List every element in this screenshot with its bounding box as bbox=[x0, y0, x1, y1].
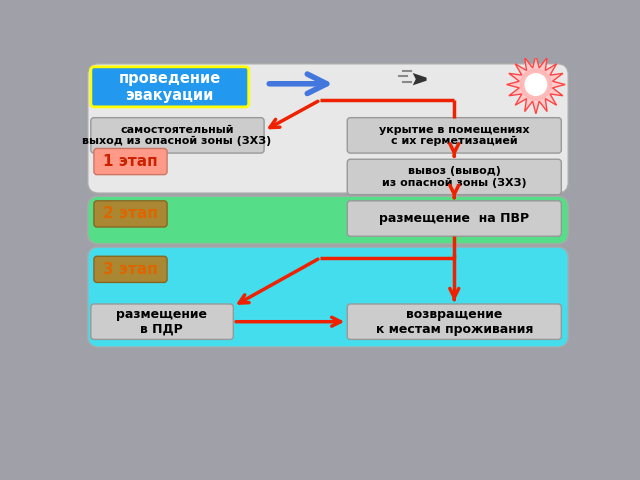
Circle shape bbox=[525, 74, 547, 96]
Text: самостоятельный
выход из опасной зоны (ЗХЗ): самостоятельный выход из опасной зоны (З… bbox=[83, 124, 272, 146]
Circle shape bbox=[520, 69, 551, 100]
FancyBboxPatch shape bbox=[91, 118, 264, 153]
FancyBboxPatch shape bbox=[88, 64, 568, 193]
Text: размещение  на ПВР: размещение на ПВР bbox=[380, 212, 529, 225]
Text: 3 этап: 3 этап bbox=[103, 262, 157, 277]
FancyBboxPatch shape bbox=[348, 201, 561, 236]
FancyBboxPatch shape bbox=[91, 304, 234, 339]
FancyBboxPatch shape bbox=[88, 196, 568, 244]
FancyBboxPatch shape bbox=[94, 148, 167, 175]
Polygon shape bbox=[413, 73, 427, 85]
Text: размещение
в ПДР: размещение в ПДР bbox=[116, 308, 207, 336]
Text: 2 этап: 2 этап bbox=[102, 206, 157, 221]
FancyBboxPatch shape bbox=[94, 256, 167, 282]
Polygon shape bbox=[507, 55, 565, 114]
FancyBboxPatch shape bbox=[348, 118, 561, 153]
FancyBboxPatch shape bbox=[348, 304, 561, 339]
FancyBboxPatch shape bbox=[91, 67, 249, 107]
Text: вывоз (вывод)
из опасной зоны (ЗХЗ): вывоз (вывод) из опасной зоны (ЗХЗ) bbox=[382, 166, 527, 188]
FancyBboxPatch shape bbox=[94, 201, 167, 227]
Text: проведение
эвакуации: проведение эвакуации bbox=[118, 71, 221, 103]
Text: 1 этап: 1 этап bbox=[103, 154, 157, 169]
Text: укрытие в помещениях
с их герметизацией: укрытие в помещениях с их герметизацией bbox=[379, 124, 529, 146]
FancyBboxPatch shape bbox=[348, 159, 561, 195]
FancyBboxPatch shape bbox=[88, 247, 568, 347]
Text: возвращение
к местам проживания: возвращение к местам проживания bbox=[376, 308, 533, 336]
